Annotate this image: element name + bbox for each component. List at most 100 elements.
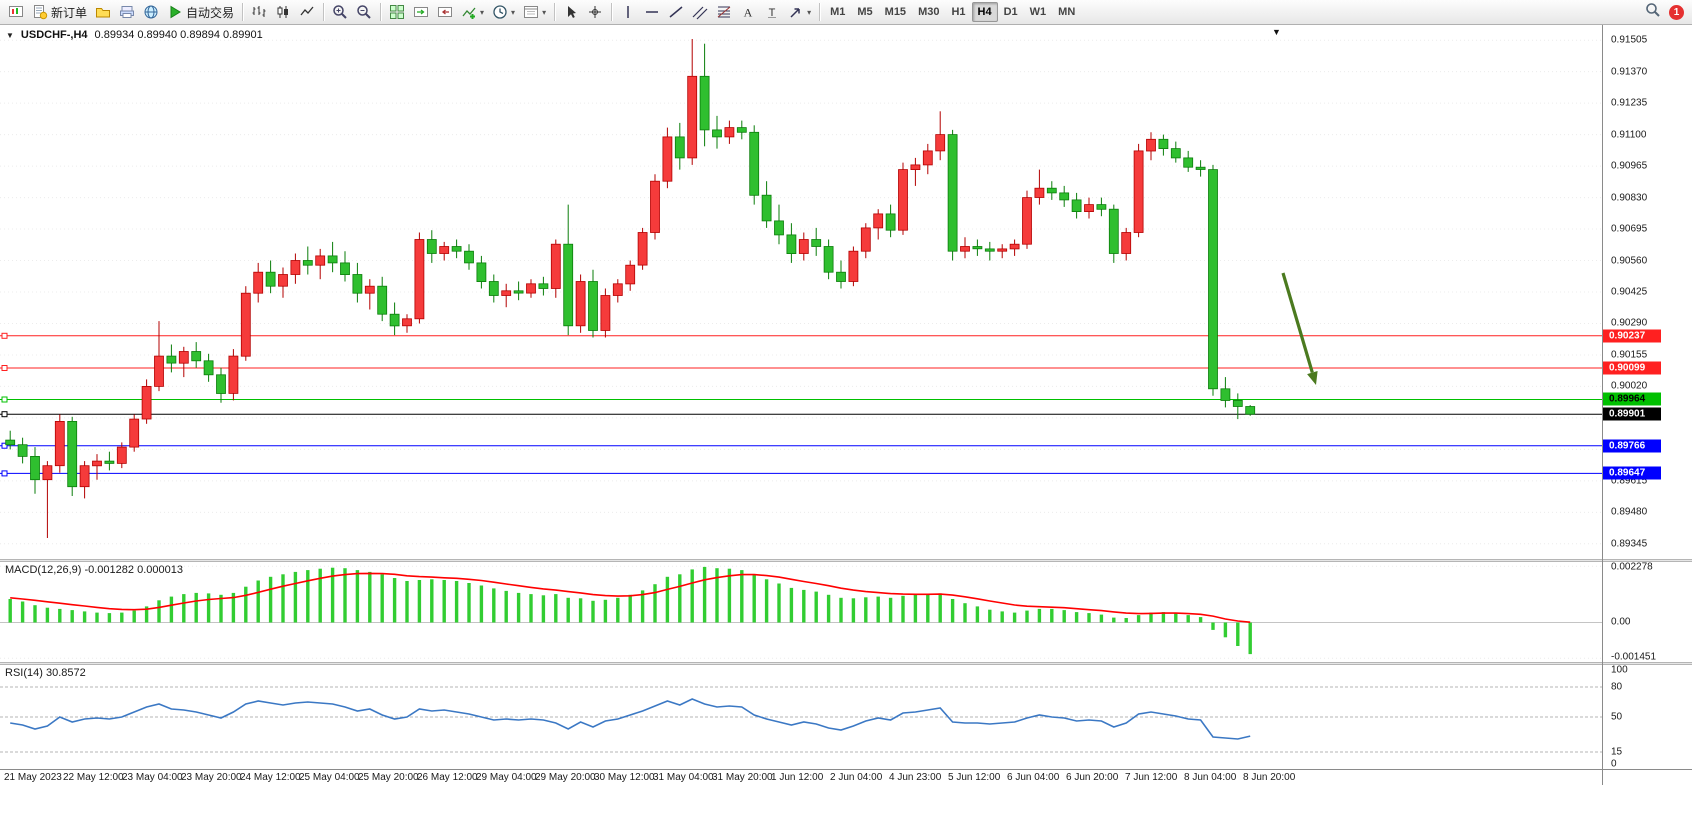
toolbar-separator	[323, 3, 325, 21]
timeframe-h4-button[interactable]: H4	[971, 2, 998, 22]
horizontal-line-icon	[644, 4, 660, 20]
cursor-button[interactable]	[559, 2, 583, 23]
auto-trading-button[interactable]: 自动交易	[163, 2, 238, 23]
candlestick-mode-icon	[275, 4, 291, 20]
new-chart-button[interactable]	[4, 2, 28, 23]
vertical-line-button[interactable]	[616, 2, 640, 23]
timeframe-m5-button[interactable]: M5	[857, 6, 873, 18]
macd-axis-label: -0.001451	[1611, 651, 1657, 663]
templates-button[interactable]: ▾	[519, 2, 550, 23]
main-chart-panel: ▼ USDCHF-,H4 0.89934 0.89940 0.89894 0.8…	[0, 25, 1602, 559]
rsi-value-axis[interactable]: 100 80 50 15 0	[1603, 664, 1692, 770]
auto-trading-icon	[167, 4, 183, 20]
timeframe-d1-button[interactable]: D1	[1003, 6, 1018, 18]
arrow-annotation[interactable]	[1281, 272, 1318, 385]
zoom-in-button[interactable]	[328, 2, 352, 23]
panel-splitter[interactable]	[0, 662, 1602, 665]
profiles-button[interactable]	[91, 2, 115, 23]
line-anchor[interactable]	[1, 470, 8, 477]
equidistant-channel-button[interactable]	[688, 2, 712, 23]
line-anchor[interactable]	[1, 442, 8, 449]
candlestick-mode-button[interactable]	[271, 2, 295, 23]
time-axis[interactable]: 21 May 2023 22 May 12:00 23 May 04:00 23 Ma…	[0, 769, 1602, 785]
rsi-axis-label: 100	[1611, 664, 1628, 676]
bar-chart-mode-button[interactable]	[247, 2, 271, 23]
indicators-caret-icon: ▾	[480, 7, 485, 17]
auto-scroll-button[interactable]	[409, 2, 433, 23]
arrows-tool-button[interactable]: ▾	[784, 2, 815, 23]
timeframe-mn-button[interactable]: MN	[1058, 6, 1076, 18]
rsi-line	[10, 698, 1251, 740]
price-axis-label: 0.90560	[1611, 255, 1648, 267]
tile-windows-button[interactable]	[385, 2, 409, 23]
search-icon[interactable]	[1645, 2, 1661, 23]
chart-ohlc-values: 0.89934 0.89940 0.89894 0.89901	[94, 29, 263, 41]
time-axis-label: 31 May 04:00	[653, 772, 714, 783]
svg-text:T: T	[769, 7, 776, 19]
zoom-out-button[interactable]	[352, 2, 376, 23]
candlestick-plot[interactable]	[0, 25, 1602, 559]
crosshair-button[interactable]	[583, 2, 607, 23]
macd-signal-line	[10, 572, 1251, 623]
timeframe-m1-button[interactable]: M1	[830, 6, 846, 18]
line-anchor[interactable]	[1, 411, 8, 418]
timeframe-w1-button[interactable]: W1	[1029, 6, 1047, 18]
chart-dropdown-icon[interactable]: ▼	[6, 30, 14, 40]
price-axis-label: 0.90020	[1611, 380, 1648, 392]
macd-axis-label: 0.002278	[1611, 561, 1653, 573]
rsi-label: RSI(14) 30.8572	[5, 667, 86, 679]
macd-label: MACD(12,26,9) -0.001282 0.000013	[5, 564, 183, 576]
chart-menu-arrow-icon[interactable]: ▼	[1272, 27, 1281, 37]
templates-icon	[523, 4, 539, 20]
indicators-button[interactable]: ▾	[457, 2, 488, 23]
print-button[interactable]	[115, 2, 139, 23]
time-axis-label: 1 Jun 12:00	[771, 772, 824, 783]
main-price-axis[interactable]: 0.91505 0.91370 0.91235 0.91100 0.90965 0.908…	[1603, 25, 1692, 559]
time-axis-label: 30 May 12:00	[594, 772, 655, 783]
notification-badge[interactable]: 1	[1669, 5, 1684, 20]
macd-value-axis[interactable]: 0.002278 0.00 -0.001451	[1603, 561, 1692, 663]
rsi-plot[interactable]	[0, 665, 1602, 769]
time-axis-label: 4 Jun 23:00	[889, 772, 942, 783]
text-label-button[interactable]: T	[760, 2, 784, 23]
time-axis-label: 26 May 12:00	[417, 772, 478, 783]
time-axis-label: 6 Jun 20:00	[1066, 772, 1119, 783]
new-order-label: 新订单	[51, 5, 88, 20]
periods-button[interactable]: ▾	[488, 2, 519, 23]
time-axis-label: 23 May 20:00	[181, 772, 242, 783]
chart-shift-button[interactable]	[433, 2, 457, 23]
axis-splitter-shim	[1603, 559, 1692, 562]
new-order-button[interactable]: 新订单	[28, 2, 91, 23]
price-axis-label: 0.91505	[1611, 34, 1648, 46]
chart-symbol-timeframe: USDCHF-,H4	[20, 29, 88, 41]
axis-splitter-shim	[1603, 662, 1692, 665]
toolbar-separator	[611, 3, 613, 21]
auto-trading-label: 自动交易	[186, 5, 235, 20]
timeframe-m15-button[interactable]: M15	[884, 6, 907, 18]
toolbar-separator	[554, 3, 556, 21]
panel-splitter[interactable]	[0, 559, 1602, 562]
macd-plot[interactable]	[0, 562, 1602, 662]
profiles-icon	[95, 4, 111, 20]
new-chart-icon	[8, 4, 24, 20]
horizontal-line-button[interactable]	[640, 2, 664, 23]
timeframe-m30-button[interactable]: M30	[918, 6, 940, 18]
line-anchor[interactable]	[1, 396, 8, 403]
window-bottom-filler	[0, 785, 1692, 840]
line-anchor[interactable]	[1, 365, 8, 371]
time-axis-label: 7 Jun 12:00	[1125, 772, 1178, 783]
text-button[interactable]: A	[736, 2, 760, 23]
community-button[interactable]	[139, 2, 163, 23]
time-axis-label: 24 May 12:00	[240, 772, 301, 783]
time-axis-label: 22 May 12:00	[63, 772, 124, 783]
price-axis-column[interactable]: 0.91505 0.91370 0.91235 0.91100 0.90965 0.908…	[1602, 25, 1692, 785]
rsi-axis-label: 50	[1611, 711, 1623, 723]
cursor-icon	[563, 4, 579, 20]
line-chart-mode-button[interactable]	[295, 2, 319, 23]
fibonacci-button[interactable]	[712, 2, 736, 23]
line-anchor[interactable]	[1, 332, 8, 339]
timeframe-h1-button[interactable]: H1	[951, 6, 966, 18]
chart-window: ▼ USDCHF-,H4 0.89934 0.89940 0.89894 0.8…	[0, 25, 1692, 785]
trendline-button[interactable]	[664, 2, 688, 23]
price-tag: 0.89647	[1603, 466, 1661, 480]
